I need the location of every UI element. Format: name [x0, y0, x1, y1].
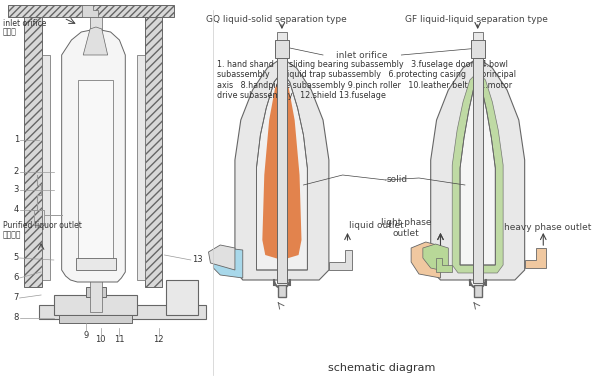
Bar	[8, 5, 174, 17]
Text: solid: solid	[386, 175, 408, 185]
Polygon shape	[208, 245, 235, 270]
Bar	[86, 287, 106, 297]
Text: 6: 6	[14, 274, 19, 282]
Polygon shape	[452, 72, 503, 273]
Bar	[79, 80, 113, 265]
Polygon shape	[214, 248, 243, 278]
Bar	[59, 315, 132, 323]
Polygon shape	[462, 80, 493, 250]
Bar	[277, 58, 287, 283]
Polygon shape	[423, 244, 448, 272]
Bar	[90, 17, 102, 312]
Text: 5: 5	[14, 254, 19, 263]
Text: 1: 1	[14, 136, 19, 144]
Polygon shape	[436, 258, 452, 272]
Text: 13: 13	[192, 255, 202, 265]
Bar	[278, 285, 286, 297]
Polygon shape	[235, 58, 329, 280]
Bar	[76, 258, 116, 270]
Text: light phase
outlet: light phase outlet	[381, 218, 431, 238]
Bar	[474, 285, 482, 297]
Bar	[275, 40, 289, 58]
Polygon shape	[83, 27, 107, 55]
Text: 4: 4	[14, 205, 19, 215]
Text: Purified liquor outlet: Purified liquor outlet	[3, 221, 82, 230]
Text: GF liquid-liquid separation type: GF liquid-liquid separation type	[405, 16, 548, 25]
Bar	[473, 58, 482, 283]
Text: inlet orifice: inlet orifice	[3, 19, 46, 28]
Text: 11: 11	[114, 335, 125, 345]
Bar	[42, 55, 50, 280]
Text: heavy phase outlet: heavy phase outlet	[505, 224, 592, 232]
Bar	[39, 305, 206, 319]
Polygon shape	[243, 66, 321, 278]
Bar	[471, 40, 485, 58]
Text: 2: 2	[14, 168, 19, 177]
Text: liquid outlet: liquid outlet	[349, 221, 404, 230]
Text: 进料口: 进料口	[3, 28, 17, 36]
Text: 7: 7	[14, 293, 19, 302]
Bar	[166, 280, 198, 315]
Text: 8: 8	[14, 313, 19, 323]
Polygon shape	[62, 29, 125, 282]
Polygon shape	[329, 250, 352, 270]
Text: 1. hand shand   2.sliding bearing subassembly   3.fuselage door   4.bowl
subasse: 1. hand shand 2.sliding bearing subassem…	[217, 60, 517, 100]
Bar	[145, 17, 163, 287]
Bar	[137, 55, 145, 280]
Bar	[54, 295, 137, 315]
Polygon shape	[460, 78, 496, 265]
Polygon shape	[439, 66, 517, 278]
Polygon shape	[256, 72, 307, 270]
Text: 12: 12	[154, 335, 164, 345]
Polygon shape	[262, 75, 301, 260]
Text: schematic diagram: schematic diagram	[328, 363, 436, 373]
Text: 9: 9	[83, 330, 89, 340]
Polygon shape	[431, 58, 524, 280]
Text: 3: 3	[14, 185, 19, 194]
Text: 清液出口: 清液出口	[3, 230, 22, 240]
Bar	[277, 32, 287, 40]
Polygon shape	[82, 5, 98, 17]
Bar	[25, 17, 42, 287]
Text: inlet orifice: inlet orifice	[337, 50, 388, 60]
Polygon shape	[524, 248, 546, 268]
Text: 10: 10	[95, 335, 106, 345]
Text: GQ liquid-solid separation type: GQ liquid-solid separation type	[206, 16, 346, 25]
Bar	[473, 32, 482, 40]
Polygon shape	[411, 242, 440, 278]
